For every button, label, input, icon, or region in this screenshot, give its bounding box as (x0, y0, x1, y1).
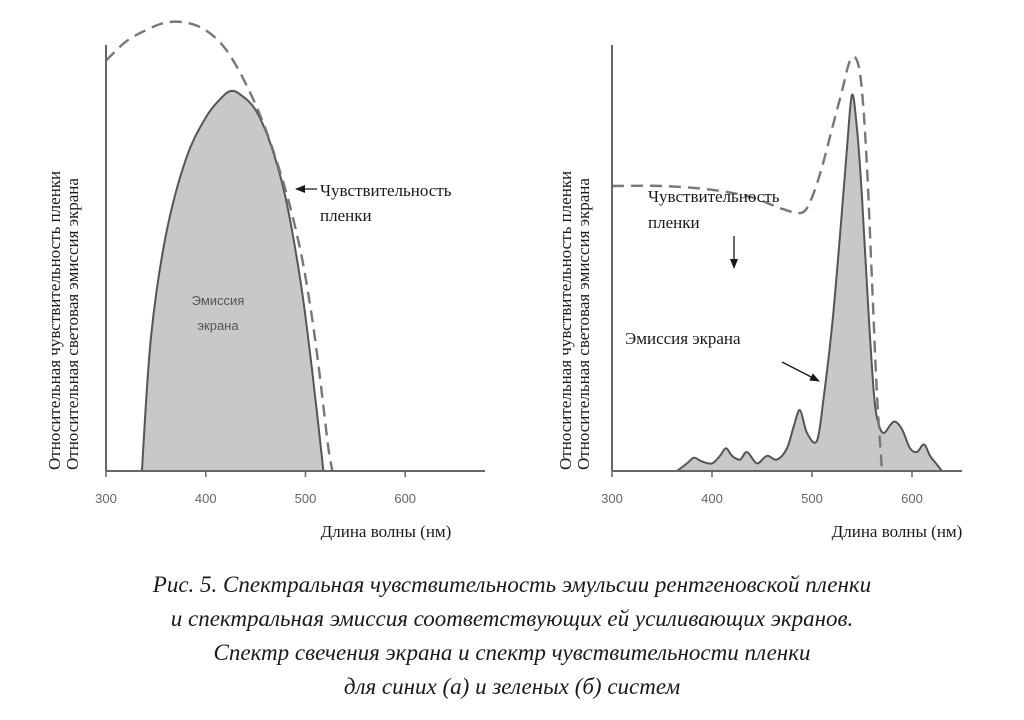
chart-b-sensitivity-label-1: Чувствительность (648, 187, 780, 206)
chart-b: Относительная чувствительность пленки От… (556, 45, 962, 541)
chart-a-xtick-label-600: 600 (394, 491, 416, 506)
caption-line-3: Спектр свечения экрана и спектр чувствит… (213, 640, 811, 665)
chart-b-xtick-label-300: 300 (601, 491, 623, 506)
chart-b-xtick-label-500: 500 (801, 491, 823, 506)
chart-a-sensitivity-label-2: пленки (320, 206, 372, 225)
chart-a-ticks: 300 400 500 600 (95, 471, 416, 506)
chart-b-ylabel-1: Относительная чувствительность пленки (556, 171, 575, 470)
chart-a-emission-area (140, 89, 325, 472)
chart-b-sensitivity-curve (611, 55, 884, 472)
caption-line-1: Рис. 5. Спектральная чувствительность эм… (152, 572, 872, 597)
caption-line-4: для синих (а) и зеленых (б) систем (343, 674, 681, 699)
chart-a-xtick-label-300: 300 (95, 491, 117, 506)
chart-a-xtick-label-500: 500 (295, 491, 317, 506)
chart-b-emission-arrow (781, 361, 820, 382)
figure: Относительная чувствительность пленки От… (45, 20, 962, 541)
chart-b-ticks: 300 400 500 600 (601, 471, 923, 506)
chart-b-ylabel-2: Относительная световая эмиссия экрана (574, 178, 593, 470)
figure-caption: Рис. 5. Спектральная чувствительность эм… (0, 568, 1024, 704)
chart-b-sensitivity-label-2: пленки (648, 213, 700, 232)
chart-b-emission-area (674, 93, 945, 472)
chart-a-emission-label-2: экрана (197, 318, 239, 333)
chart-a-ylabel-1: Относительная чувствительность пленки (45, 171, 64, 470)
chart-a-sensitivity-curve (105, 20, 334, 472)
chart-a: Относительная чувствительность пленки От… (45, 20, 485, 541)
chart-b-emission-label: Эмиссия экрана (625, 329, 741, 348)
chart-b-xtick-label-400: 400 (701, 491, 723, 506)
caption-line-2: и спектральная эмиссия соответствующих е… (170, 606, 854, 631)
chart-a-sensitivity-label-1: Чувствительность (320, 181, 452, 200)
chart-a-emission-label-1: Эмиссия (192, 293, 245, 308)
chart-a-xlabel: Длина волны (нм) (321, 522, 452, 541)
chart-b-xlabel: Длина волны (нм) (832, 522, 963, 541)
chart-a-xtick-label-400: 400 (195, 491, 217, 506)
chart-b-xtick-label-600: 600 (901, 491, 923, 506)
chart-a-ylabel-2: Относительная световая эмиссия экрана (63, 178, 82, 470)
